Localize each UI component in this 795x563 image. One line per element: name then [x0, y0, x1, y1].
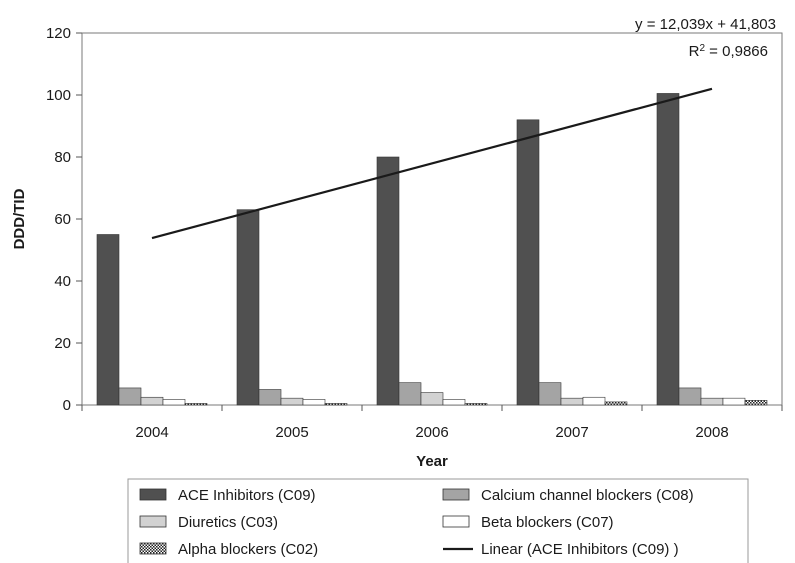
x-tick-label: 2005 — [275, 424, 308, 441]
legend-label: ACE Inhibitors (C09) — [178, 487, 316, 504]
y-tick-label: 20 — [54, 335, 71, 352]
bar — [96, 234, 120, 406]
x-tick-label: 2007 — [555, 424, 588, 441]
legend-swatch — [442, 488, 470, 501]
bar — [324, 403, 348, 406]
bar — [280, 397, 304, 406]
bar — [162, 399, 186, 406]
y-tick-label: 80 — [54, 149, 71, 166]
bar — [258, 389, 282, 406]
x-axis: 2004 2005 2006 2007 2008 — [81, 405, 783, 441]
x-tick-label: 2008 — [695, 424, 728, 441]
trendline — [151, 87, 713, 240]
x-tick-label: 2004 — [135, 424, 168, 441]
legend-label: Linear (ACE Inhibitors (C09) ) — [481, 541, 679, 558]
bars — [96, 93, 768, 406]
legend-box — [127, 478, 749, 563]
bar — [184, 403, 208, 406]
legend-swatch — [139, 542, 167, 555]
legend-swatch — [442, 515, 470, 528]
y-axis-title: DDD/TID — [11, 188, 28, 249]
trendline-equation: y = 12,039x + 41,803 — [635, 16, 776, 33]
y-tick-label: 60 — [54, 211, 71, 228]
trendline-group — [151, 87, 713, 240]
bar — [516, 119, 540, 406]
y-axis: 0 20 40 60 80 100 120 — [46, 25, 82, 414]
bar — [700, 397, 724, 406]
bar — [538, 382, 562, 406]
trendline-r-squared: R2 = 0,9866 — [689, 43, 768, 61]
bar — [398, 382, 422, 406]
bar — [236, 209, 260, 406]
legend: ACE Inhibitors (C09) Calcium channel bloc… — [127, 478, 749, 563]
legend-label: Diuretics (C03) — [178, 514, 278, 531]
y-tick-label: 0 — [63, 397, 71, 414]
bar — [376, 156, 400, 406]
bar — [744, 400, 768, 406]
y-tick-label: 100 — [46, 87, 71, 104]
bar — [678, 387, 702, 406]
bar — [420, 392, 444, 406]
legend-label: Alpha blockers (C02) — [178, 541, 318, 558]
bar — [604, 401, 628, 406]
legend-swatch — [139, 488, 167, 501]
bar — [302, 399, 326, 406]
bar — [582, 396, 606, 406]
bar — [118, 387, 142, 406]
x-tick-label: 2006 — [415, 424, 448, 441]
bar — [442, 399, 466, 406]
y-tick-label: 120 — [46, 25, 71, 42]
bar — [656, 93, 680, 406]
legend-label: Beta blockers (C07) — [481, 514, 614, 531]
y-tick-label: 40 — [54, 273, 71, 290]
legend-label: Calcium channel blockers (C08) — [481, 487, 694, 504]
bar — [464, 403, 488, 406]
bar — [560, 397, 584, 406]
bar — [722, 397, 746, 406]
x-axis-title: Year — [416, 453, 448, 470]
legend-swatch — [139, 515, 167, 528]
bar — [140, 396, 164, 406]
